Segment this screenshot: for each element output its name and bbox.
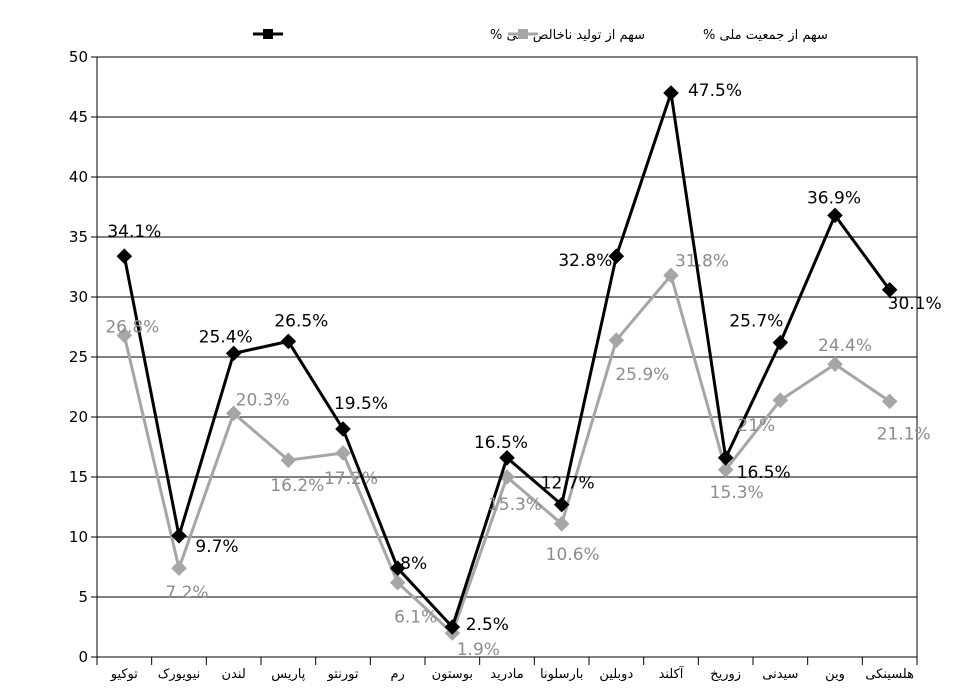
- y-tick-label: 50: [69, 48, 88, 66]
- x-category-label: سیدنی: [762, 667, 798, 682]
- marker-gdp-share: [827, 207, 843, 224]
- data-label-population-share: 20.3%: [236, 390, 290, 410]
- y-tick-label: 45: [69, 108, 88, 126]
- marker-gdp-share: [225, 345, 242, 362]
- legend-label-gdp: سهم از تولید ناخالص ملی %: [490, 28, 645, 43]
- data-label-gdp-share: 36.9%: [807, 188, 861, 208]
- x-category-label: تورنتو: [327, 667, 359, 682]
- data-label-gdp-share: 25.7%: [729, 312, 783, 332]
- y-axis-ticks: 0 5 10 15 20 25 30 35 40 45 50: [69, 48, 97, 666]
- marker-population-share: [225, 405, 242, 422]
- y-tick-label: 35: [69, 228, 88, 246]
- data-label-gdp-share: 30.1%: [888, 294, 942, 314]
- marker-gdp-share: [335, 421, 351, 437]
- x-category-label: لندن: [222, 667, 246, 682]
- y-tick-label: 20: [69, 408, 88, 426]
- data-label-gdp-share: 8%: [400, 554, 427, 574]
- data-label-population-share: 17.2%: [324, 469, 378, 489]
- data-label-gdp-share: 12.7%: [541, 474, 595, 494]
- x-category-label: وین: [825, 667, 845, 682]
- y-tick-label: 0: [78, 648, 88, 666]
- x-category-label: رم: [391, 667, 405, 682]
- data-label-population-share: 15.3%: [488, 495, 542, 515]
- data-label-gdp-share: 16.5%: [737, 463, 791, 483]
- y-tick-label: 25: [69, 348, 88, 366]
- marker-gdp-share: [116, 248, 133, 264]
- data-label-gdp-share: 19.5%: [334, 394, 388, 414]
- data-label-gdp-share: 9.7%: [195, 537, 238, 557]
- y-tick-label: 40: [69, 168, 88, 186]
- x-category-label: بارسلونا: [540, 667, 583, 682]
- x-category-label: زوریخ: [710, 667, 741, 682]
- data-label-population-share: 21%: [737, 416, 775, 436]
- data-label-gdp-share: 25.4%: [199, 327, 253, 347]
- marker-gdp-share: [663, 85, 679, 101]
- marker-population-share: [171, 560, 187, 576]
- data-label-gdp-share: 2.5%: [466, 615, 509, 635]
- data-label-population-share: 1.9%: [457, 640, 500, 660]
- data-label-population-share: 21.1%: [877, 424, 931, 444]
- data-label-population-share: 25.9%: [615, 365, 669, 385]
- data-label-gdp-share: 16.5%: [474, 433, 528, 453]
- x-category-label: هلسینکی: [865, 667, 914, 682]
- data-label-gdp-share: 34.1%: [107, 222, 161, 242]
- data-label-population-share: 31.8%: [675, 251, 729, 271]
- marker-population-share: [335, 445, 351, 461]
- legend-swatch-pop-marker: [518, 29, 528, 39]
- data-label-population-share: 24.4%: [818, 336, 872, 356]
- data-label-gdp-share: 32.8%: [558, 251, 612, 271]
- y-tick-label: 10: [69, 528, 88, 546]
- data-label-population-share: 16.2%: [270, 476, 324, 496]
- data-label-population-share: 6.1%: [394, 608, 437, 628]
- y-tick-label: 15: [69, 468, 88, 486]
- y-tick-label: 30: [69, 288, 88, 306]
- marker-gdp-share: [772, 334, 789, 351]
- x-category-label: بوستون: [432, 667, 473, 682]
- data-label-population-share: 7.2%: [165, 583, 208, 603]
- marker-population-share: [553, 516, 570, 532]
- x-category-label: نیویورک: [158, 667, 201, 682]
- series-line-gdp-share: [122, 91, 891, 629]
- marker-gdp-share: [171, 528, 187, 544]
- data-label-gdp-share: 47.5%: [688, 81, 742, 101]
- data-label-population-share: 10.6%: [546, 545, 600, 565]
- legend: سهم از تولید ناخالص ملی % سهم از جمعیت م…: [253, 28, 828, 43]
- x-category-label: پاریس: [271, 667, 305, 682]
- data-labels: 26.8% 7.2% 20.3% 16.2% 17.2% 6.1% 1.9% 15.3% 10.…: [105, 81, 941, 660]
- axes: [96, 56, 918, 665]
- marker-gdp-share: [608, 248, 625, 264]
- series-group: [116, 85, 898, 641]
- x-category-label: مادرید: [490, 667, 523, 682]
- data-label-gdp-share: 26.5%: [274, 311, 328, 331]
- x-category-label: دوبلین: [599, 667, 633, 682]
- data-label-population-share: 26.8%: [105, 317, 159, 337]
- x-category-label: آکلند: [659, 665, 685, 682]
- x-axis-categories: توکیو نیویورک لندن پاریس تورنتو رم بوستون مادری…: [110, 665, 914, 682]
- data-label-population-share: 15.3%: [710, 483, 764, 503]
- marker-gdp-share: [280, 333, 297, 350]
- y-tick-label: 5: [78, 588, 88, 606]
- legend-label-population: سهم از جمعیت ملی %: [703, 28, 828, 43]
- legend-swatch-gdp-marker: [263, 29, 273, 39]
- x-category-label: توکیو: [110, 667, 139, 682]
